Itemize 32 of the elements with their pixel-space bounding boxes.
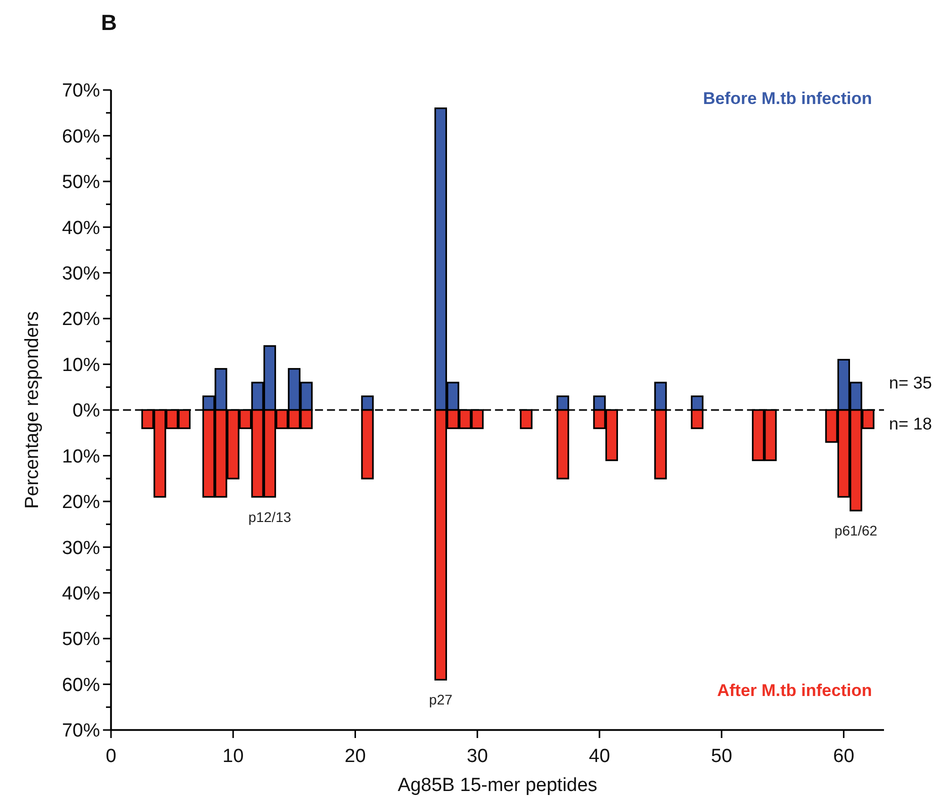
x-tick-label: 10 xyxy=(222,746,244,767)
y-tick-label: 70% xyxy=(62,720,100,742)
x-tick-label: 30 xyxy=(466,746,488,767)
annotation: p12/13 xyxy=(248,508,292,525)
annotation: p61/62 xyxy=(834,522,878,538)
y-tick-label: 50% xyxy=(62,172,100,194)
y-tick-label: 60% xyxy=(62,126,100,148)
y-tick-label: 40% xyxy=(62,218,100,239)
x-tick-label: 40 xyxy=(588,746,610,767)
text: Before M.tb infection xyxy=(702,88,872,108)
x-tick-label: 0 xyxy=(106,746,116,767)
y-tick-label: 20% xyxy=(62,309,100,330)
x-axis-title: Ag85B 15-mer peptides xyxy=(398,775,598,796)
y-tick-label: 10% xyxy=(62,446,100,468)
text: After M.tb infection xyxy=(717,680,872,700)
y-tick-label: 20% xyxy=(62,492,100,514)
y-tick-label: 30% xyxy=(62,264,100,285)
y-tick-label: 30% xyxy=(62,538,100,559)
text: n= 18 xyxy=(889,414,932,434)
text: n= 35 xyxy=(889,374,932,393)
y-tick-label: 50% xyxy=(62,629,100,650)
annotation: p27 xyxy=(429,692,453,708)
y-tick-label: 10% xyxy=(62,354,100,376)
chart-title: B xyxy=(101,10,117,35)
y-tick-label: 0% xyxy=(72,400,100,422)
y-tick-label: 60% xyxy=(62,674,100,696)
y-tick-label: 70% xyxy=(62,80,100,102)
x-tick-label: 60 xyxy=(833,746,854,767)
x-tick-label: 50 xyxy=(711,746,732,767)
y-tick-label: 40% xyxy=(62,584,100,605)
y-axis-title: Percentage responders xyxy=(22,311,43,509)
x-tick-label: 20 xyxy=(344,746,366,767)
